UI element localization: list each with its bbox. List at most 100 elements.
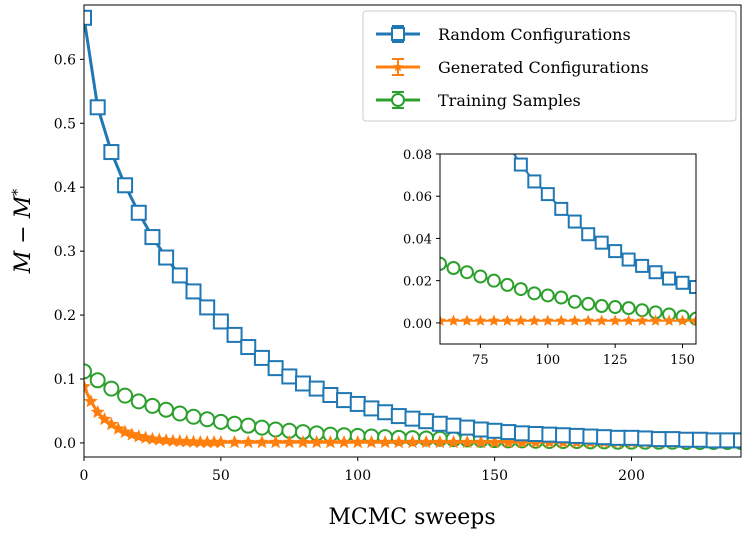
x-axis-title: MCMC sweeps (328, 505, 495, 530)
main-random-configurations-point (445, 417, 462, 434)
inset-random-configurations-point (621, 252, 636, 267)
inset-generated-configurations-point (487, 314, 500, 326)
main-random-configurations-point (582, 428, 599, 445)
main-generated-configurations-point (309, 434, 324, 449)
main-random-configurations-point (185, 283, 202, 300)
inset-training-samples-point (581, 296, 596, 311)
inset-x-ticks: 75 100 125 150 (472, 344, 695, 368)
main-random-configurations-point (336, 392, 353, 409)
main-generated-configurations-point (337, 434, 352, 449)
main-x-tick-label: 200 (618, 468, 645, 484)
inset-training-samples-point (608, 300, 623, 315)
main-training-samples-point (84, 363, 92, 380)
inset-generated-configurations-point (663, 314, 676, 326)
main-training-samples-point (185, 408, 202, 425)
inset-generated-configurations-point (595, 314, 608, 326)
inset-random-configurations-point (594, 235, 609, 250)
main-random-configurations-point (377, 404, 394, 421)
inset-random-configurations-point (527, 174, 542, 189)
inset-axes-frame (439, 153, 697, 345)
main-random-configurations-point (568, 427, 585, 444)
inset-generated-configurations-point (609, 314, 622, 326)
main-random-configurations-point (596, 429, 613, 446)
inset-generated-configurations-point (460, 314, 473, 326)
main-random-configurations-point (418, 413, 435, 430)
main-generated-configurations-point (84, 394, 98, 408)
main-x-ticks: 0 50 100 150 200 (80, 457, 645, 484)
main-training-samples-point (130, 393, 147, 410)
inset-generated-configurations-point (501, 314, 514, 326)
main-generated-configurations-point (405, 435, 420, 449)
legend-random-configurations-marker (391, 27, 405, 41)
main-random-configurations-point (404, 410, 421, 427)
inset-generated-configurations-point (689, 314, 696, 326)
legend-entries: Random Configurations Generated Configura… (376, 25, 649, 110)
main-training-samples-point (158, 401, 175, 418)
main-x-tick-label: 150 (481, 468, 508, 484)
main-random-configurations-point (363, 400, 380, 417)
main-training-samples-point (117, 387, 134, 404)
inset-generated-configurations-point (541, 314, 554, 326)
main-training-samples-point (226, 415, 243, 432)
main-generated-configurations-point (419, 434, 434, 449)
main-generated-configurations-point (213, 434, 228, 449)
main-random-configurations-point (664, 431, 681, 448)
inset-y-tick-label: 0.00 (403, 317, 432, 332)
main-random-configurations-point (130, 204, 147, 221)
main-random-configurations-point (349, 395, 366, 412)
main-random-configurations-point (240, 339, 257, 356)
main-y-ticks: 0.0 0.1 0.2 0.3 0.4 0.5 0.6 (54, 52, 84, 452)
legend-training-samples-marker (391, 93, 405, 107)
inset-random-configurations-point (648, 265, 663, 280)
main-generated-configurations-point (241, 435, 256, 449)
main-training-samples-point (199, 411, 216, 428)
main-random-configurations-point (514, 425, 530, 442)
main-random-configurations-point (431, 415, 448, 432)
inset-training-samples-point (440, 256, 447, 271)
main-random-configurations-point (212, 313, 229, 330)
main-generated-configurations-point (97, 411, 112, 426)
main-random-configurations-point (267, 360, 284, 377)
main-training-samples-point (240, 417, 257, 434)
inset-random-configurations-point (554, 201, 569, 216)
inset-plot: 75 100 125 150 0.00 0.02 0.04 0.06 0.08 (403, 148, 697, 368)
main-generated-configurations-point (84, 379, 91, 393)
main-training-samples-point (144, 397, 161, 414)
inset-x-tick-label: 125 (603, 353, 628, 368)
inset-random-configurations-point (513, 157, 528, 172)
inset-generated-configurations-point (528, 314, 541, 326)
main-training-samples-point (267, 421, 284, 438)
main-y-tick-label: 0.5 (54, 116, 76, 132)
legend-random-configurations-label: Random Configurations (438, 25, 631, 44)
main-training-samples-point (171, 405, 188, 422)
main-x-tick-label: 0 (80, 468, 89, 484)
main-axes-frame (83, 4, 742, 458)
main-x-tick-label: 100 (344, 468, 371, 484)
main-random-configurations-point (295, 375, 311, 392)
main-y-tick-label: 0.1 (54, 372, 76, 388)
main-training-samples-point (253, 419, 270, 436)
main-generated-configurations-point (296, 435, 310, 449)
main-random-configurations-point (609, 429, 626, 446)
main-y-tick-label: 0.3 (54, 244, 76, 260)
main-random-configurations-point (486, 422, 503, 439)
main-random-configurations-point (705, 432, 722, 449)
main-random-configurations-point (678, 431, 695, 448)
inset-y-tick-label: 0.04 (403, 232, 432, 247)
main-random-configurations-point (253, 349, 270, 366)
y-axis-title-sup: * (10, 189, 26, 196)
inset-y-tick-label: 0.08 (403, 148, 432, 163)
main-random-configurations-point (158, 249, 175, 266)
main-training-samples-point (103, 380, 120, 397)
y-axis-title: M − M* (10, 189, 36, 274)
inset-training-samples-point (486, 273, 501, 288)
main-random-configurations-point (117, 177, 134, 194)
main-plot: 0 50 100 150 200 0.0 0.1 0.2 0.3 0.4 0.5 0.6 MCMC … (10, 4, 742, 530)
main-generated-configurations-point (364, 434, 379, 449)
main-random-configurations-point (89, 99, 106, 116)
main-series-layer (84, 9, 741, 450)
inset-x-tick-label: 100 (535, 353, 560, 368)
main-random-configurations-point (719, 432, 736, 449)
inset-training-samples-point (446, 261, 461, 275)
main-generated-configurations-point (378, 434, 393, 449)
